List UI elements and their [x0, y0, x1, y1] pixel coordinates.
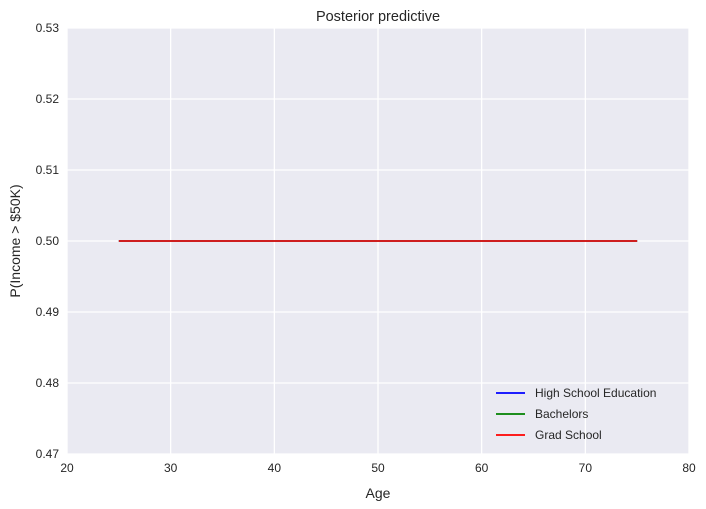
x-tick-label: 30: [164, 461, 178, 475]
y-tick-label: 0.47: [36, 447, 60, 461]
y-tick-label: 0.53: [36, 21, 60, 35]
x-tick-label: 40: [268, 461, 282, 475]
y-tick-label: 0.49: [36, 305, 60, 319]
x-axis-label: Age: [366, 485, 391, 501]
legend-label: Bachelors: [535, 407, 588, 421]
legend-label: Grad School: [535, 428, 602, 442]
x-tick-label: 50: [371, 461, 385, 475]
x-tick-label: 60: [475, 461, 489, 475]
y-axis-label: P(Income > $50K): [7, 184, 23, 297]
y-tick-label: 0.48: [36, 376, 60, 390]
legend-label: High School Education: [535, 386, 656, 400]
x-tick-label: 80: [682, 461, 696, 475]
x-tick-labels: 20 30 40 50 60 70 80: [60, 461, 696, 475]
y-tick-label: 0.51: [36, 163, 60, 177]
y-tick-label: 0.52: [36, 92, 60, 106]
x-tick-label: 70: [579, 461, 593, 475]
y-tick-labels: 0.47 0.48 0.49 0.50 0.51 0.52 0.53: [36, 21, 60, 461]
y-tick-label: 0.50: [36, 234, 60, 248]
chart-title: Posterior predictive: [316, 9, 440, 25]
legend: High School Education Bachelors Grad Schoo…: [496, 386, 656, 442]
x-tick-label: 20: [60, 461, 74, 475]
